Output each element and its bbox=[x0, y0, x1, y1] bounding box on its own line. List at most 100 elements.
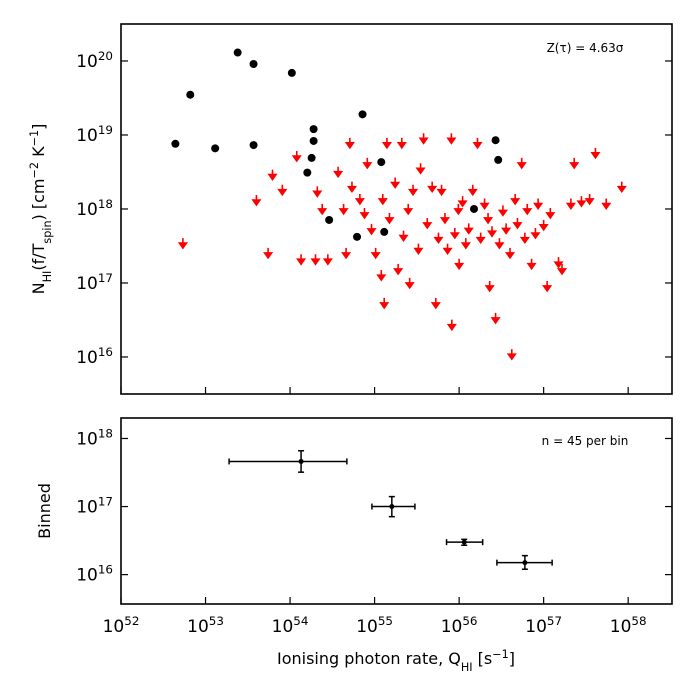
upper-limit-arrow bbox=[362, 157, 373, 170]
upper-limit-arrow bbox=[475, 232, 486, 245]
upper-limit-arrow bbox=[519, 232, 530, 245]
upper-limit-arrow bbox=[407, 184, 419, 197]
upper-limit-arrow bbox=[296, 254, 307, 266]
detection-point bbox=[494, 155, 503, 164]
upper-limit-arrow bbox=[463, 223, 474, 235]
upper-limit-arrow bbox=[616, 181, 627, 194]
upper-limit-arrow bbox=[454, 258, 465, 271]
upper-limit-arrow bbox=[484, 280, 495, 293]
y-tick-label: 1018 bbox=[76, 426, 113, 449]
y-tick-label: 1016 bbox=[76, 345, 113, 368]
x-axis-label: Ionising photon rate, QHI [s−1] bbox=[277, 648, 515, 674]
upper-limit-arrow bbox=[530, 227, 541, 240]
x-tick-label: 1054 bbox=[272, 614, 309, 637]
upper-limit-arrow bbox=[354, 193, 365, 206]
upper-limit-arrow bbox=[453, 203, 464, 216]
upper-limit-arrow bbox=[542, 280, 553, 293]
upper-limit-arrow bbox=[267, 169, 278, 181]
upper-limit-arrow bbox=[556, 263, 568, 276]
upper-limit-arrow bbox=[497, 205, 508, 217]
upper-limit-arrow bbox=[436, 184, 447, 197]
detection-point bbox=[309, 136, 318, 145]
detection-point bbox=[377, 158, 386, 167]
y-tick-label: 1019 bbox=[76, 123, 113, 146]
bin-point bbox=[522, 560, 528, 566]
upper-limit-arrow bbox=[504, 247, 516, 260]
upper-limit-arrow bbox=[553, 257, 564, 269]
y-tick-label: 1017 bbox=[76, 271, 113, 294]
upper-limit-arrow bbox=[277, 184, 288, 197]
upper-limit-arrow bbox=[381, 137, 392, 150]
upper-limit-arrow bbox=[366, 223, 377, 236]
upper-limit-arrow bbox=[177, 238, 188, 250]
detection-point bbox=[249, 60, 258, 69]
upper-limit-arrow bbox=[483, 212, 494, 225]
upper-limit-arrow bbox=[415, 163, 426, 175]
upper-limit-arrow bbox=[376, 270, 387, 282]
detection-point bbox=[171, 139, 180, 148]
upper-limit-arrow bbox=[422, 217, 433, 230]
upper-limit-arrow bbox=[590, 147, 601, 160]
upper-limit-arrow bbox=[490, 312, 501, 325]
upper-limit-arrow bbox=[379, 297, 390, 310]
upper-limit-arrow bbox=[370, 247, 381, 260]
upper-limit-arrow bbox=[442, 243, 453, 255]
detection-point bbox=[380, 227, 389, 236]
detection-point bbox=[469, 204, 478, 213]
upper-limit-arrow bbox=[433, 232, 444, 245]
upper-limit-arrow bbox=[538, 219, 549, 232]
bottom-frame bbox=[120, 417, 673, 605]
upper-limit-arrow bbox=[413, 243, 424, 255]
x-tick-label: 1055 bbox=[356, 614, 393, 637]
upper-limit-arrow bbox=[427, 181, 438, 194]
y-axis-label: Binned bbox=[35, 483, 54, 539]
upper-limit-arrow bbox=[322, 254, 333, 266]
upper-limit-arrow bbox=[344, 137, 355, 150]
upper-limit-arrow bbox=[346, 181, 358, 194]
upper-limit-arrow bbox=[457, 196, 468, 208]
upper-limit-arrow bbox=[312, 186, 323, 198]
upper-limit-arrow bbox=[479, 198, 490, 210]
bin-point bbox=[298, 458, 304, 464]
upper-limit-arrow bbox=[512, 217, 523, 230]
bin-point bbox=[461, 539, 467, 545]
detection-point bbox=[186, 90, 195, 99]
upper-limit-arrow bbox=[390, 177, 401, 189]
upper-limit-arrow bbox=[522, 203, 533, 216]
y-tick-label: 1020 bbox=[76, 49, 113, 72]
upper-limit-arrow bbox=[333, 166, 344, 179]
annotation: Z(τ) = 4.63σ bbox=[547, 41, 624, 55]
x-tick-label: 1053 bbox=[187, 614, 224, 637]
x-tick-label: 1057 bbox=[525, 614, 562, 637]
x-tick-label: 1052 bbox=[103, 614, 140, 637]
upper-limit-arrow bbox=[506, 349, 517, 361]
detection-point bbox=[303, 168, 312, 177]
upper-limit-arrow bbox=[446, 319, 457, 332]
upper-limit-arrow bbox=[310, 254, 321, 266]
detection-point bbox=[325, 215, 334, 224]
detection-point bbox=[287, 68, 296, 77]
upper-limit-arrow bbox=[393, 263, 404, 276]
detection-point bbox=[353, 232, 362, 241]
upper-limit-arrow bbox=[418, 133, 429, 145]
y-axis-label: NHI(f/Tspin) [cm−2 K−1] bbox=[28, 124, 54, 295]
upper-limit-arrow bbox=[251, 195, 262, 207]
upper-limit-arrow bbox=[601, 198, 612, 210]
detection-point bbox=[249, 141, 258, 150]
bin-point bbox=[389, 504, 395, 510]
detection-point bbox=[309, 125, 318, 134]
y-tick-label: 1018 bbox=[76, 197, 113, 220]
upper-limit-arrow bbox=[460, 238, 471, 250]
upper-limit-arrow bbox=[263, 247, 274, 260]
upper-limit-arrow bbox=[486, 226, 498, 238]
upper-limit-arrow bbox=[291, 151, 302, 163]
upper-limit-arrow bbox=[404, 277, 415, 290]
upper-limit-arrow bbox=[446, 133, 457, 145]
x-tick-label: 1056 bbox=[441, 614, 478, 637]
upper-limit-arrow bbox=[341, 247, 352, 260]
upper-limit-arrow bbox=[565, 198, 576, 210]
upper-limit-arrow bbox=[377, 193, 388, 206]
detection-point bbox=[211, 144, 220, 153]
upper-limit-arrow bbox=[398, 230, 409, 242]
